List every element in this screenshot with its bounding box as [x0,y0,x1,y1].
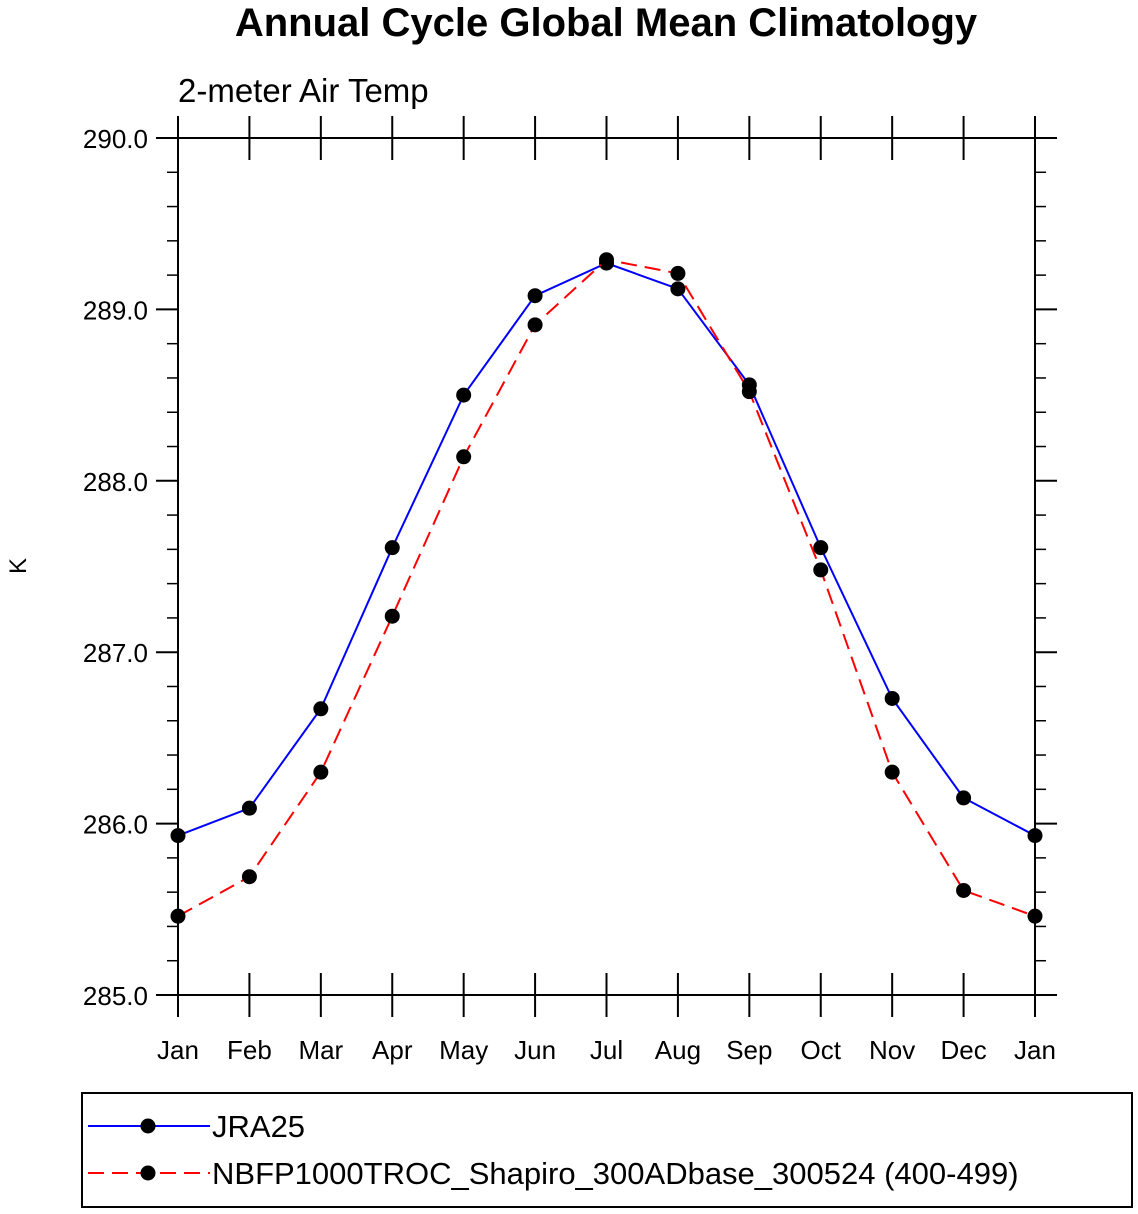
series-1 [170,255,1043,844]
x-tick-label: Jul [590,1035,623,1065]
data-point [813,540,829,556]
data-point [384,608,400,624]
x-tick-label: Apr [372,1035,413,1065]
data-point [456,387,472,403]
x-tick-label: Dec [940,1035,986,1065]
x-tick-label: Jun [514,1035,556,1065]
y-tick-label: 290.0 [83,124,148,154]
data-point [313,764,329,780]
legend-label: JRA25 [212,1109,305,1144]
y-tick-label: 289.0 [83,295,148,325]
x-tick-label: Sep [726,1035,772,1065]
series-layer [170,252,1043,924]
data-point [670,281,686,297]
data-point [1027,908,1043,924]
x-tick-label: Feb [227,1035,272,1065]
x-tick-label: Oct [801,1035,842,1065]
legend: JRA25 NBFP1000TROC_Shapiro_300ADbase_3005… [81,1092,1133,1208]
data-point [527,288,543,304]
data-point [241,800,257,816]
data-point [884,764,900,780]
x-tick-label: Jan [1014,1035,1056,1065]
x-tick-label: Nov [869,1035,915,1065]
data-point [956,790,972,806]
series-line [177,258,1036,918]
data-point [599,252,614,268]
series-2 [170,252,1043,924]
data-point [313,701,329,717]
data-point [741,384,757,400]
legend-label: NBFP1000TROC_Shapiro_300ADbase_300524 (4… [212,1156,1019,1191]
x-tick-label: Jan [157,1035,199,1065]
legend-box [81,1092,1133,1208]
data-point [956,882,972,898]
data-point [384,540,400,556]
y-tick-label: 286.0 [83,810,148,840]
data-point [170,908,186,924]
x-tick-label: Mar [298,1035,343,1065]
axis-ticks: 285.0 286.0 287.0 288.0 289.0 290.0 Jan Feb Mar A… [83,116,1057,1065]
legend-marker [140,1165,156,1181]
data-point [884,690,900,706]
data-point [456,449,472,465]
y-axis-label: K [5,558,32,574]
data-point [813,562,829,578]
data-point [1027,828,1043,844]
series-line [177,262,1036,837]
data-point [241,869,257,885]
y-tick-label: 287.0 [83,638,148,668]
y-tick-label: 288.0 [83,467,148,497]
chart-title: Annual Cycle Global Mean Climatology [235,1,978,45]
chart-subtitle: 2-meter Air Temp [178,72,429,109]
x-tick-label: Aug [655,1035,701,1065]
legend-marker [140,1118,156,1134]
x-tick-label: May [439,1035,488,1065]
data-point [670,265,686,281]
data-point [170,828,186,844]
y-tick-label: 285.0 [83,981,148,1011]
data-point [527,317,543,333]
